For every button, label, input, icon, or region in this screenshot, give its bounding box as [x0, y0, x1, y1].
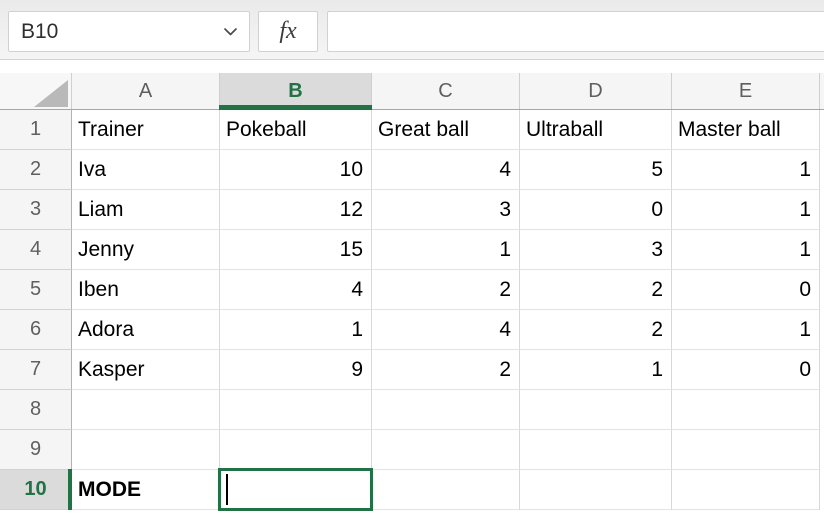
cell[interactable]: 3: [372, 190, 520, 230]
row-header-8[interactable]: 8: [0, 390, 72, 430]
cell[interactable]: 0: [520, 190, 672, 230]
row-header-10-label: 10: [24, 478, 47, 500]
cell[interactable]: Iben: [72, 270, 220, 310]
row-header-3[interactable]: 3: [0, 190, 72, 230]
text-caret: [226, 474, 228, 505]
cell[interactable]: 0: [672, 350, 820, 390]
cell[interactable]: 1: [520, 350, 672, 390]
cell[interactable]: 5: [520, 150, 672, 190]
row-header-9[interactable]: 9: [0, 430, 72, 470]
cell[interactable]: Iva: [72, 150, 220, 190]
cell[interactable]: Jenny: [72, 230, 220, 270]
cell[interactable]: [672, 430, 820, 470]
sheet-row-8: 8: [0, 390, 824, 430]
row-header-2[interactable]: 2: [0, 150, 72, 190]
cell[interactable]: 4: [220, 270, 372, 310]
cell[interactable]: 2: [372, 270, 520, 310]
column-header-e[interactable]: E: [672, 73, 820, 109]
cell[interactable]: [372, 390, 520, 430]
row-header-7[interactable]: 7: [0, 350, 72, 390]
cell[interactable]: Master ball: [672, 110, 820, 150]
cell[interactable]: Great ball: [372, 110, 520, 150]
cell[interactable]: [372, 430, 520, 470]
cell[interactable]: [520, 430, 672, 470]
cell[interactable]: 10: [220, 150, 372, 190]
sheet-row-9: 9: [0, 430, 824, 470]
sheet-row-1: 1 Trainer Pokeball Great ball Ultraball …: [0, 110, 824, 150]
name-box-value: B10: [21, 19, 59, 43]
select-all-button[interactable]: [0, 73, 72, 109]
toolbar-sheet-divider: [0, 60, 824, 73]
cell[interactable]: 2: [520, 270, 672, 310]
column-header-b[interactable]: B: [219, 73, 372, 110]
cell[interactable]: 2: [372, 350, 520, 390]
sheet-row-4: 4 Jenny 15 1 3 1: [0, 230, 824, 270]
cell[interactable]: Adora: [72, 310, 220, 350]
column-header-c[interactable]: C: [372, 73, 520, 109]
cell[interactable]: 1: [672, 230, 820, 270]
active-cell-b10[interactable]: [218, 468, 373, 511]
fx-icon: fx: [279, 18, 297, 44]
cell[interactable]: [220, 390, 372, 430]
cell[interactable]: 4: [372, 310, 520, 350]
sheet-row-3: 3 Liam 12 3 0 1: [0, 190, 824, 230]
cell[interactable]: [672, 390, 820, 430]
cell[interactable]: Kasper: [72, 350, 220, 390]
cell[interactable]: 0: [672, 270, 820, 310]
cell[interactable]: 3: [520, 230, 672, 270]
column-header-b-label: B: [288, 79, 303, 102]
cell[interactable]: 12: [220, 190, 372, 230]
column-header-row: A B C D E: [0, 73, 824, 110]
cell[interactable]: Pokeball: [220, 110, 372, 150]
cell[interactable]: 9: [220, 350, 372, 390]
sheet-row-2: 2 Iva 10 4 5 1: [0, 150, 824, 190]
sheet-row-7: 7 Kasper 9 2 1 0: [0, 350, 824, 390]
cell[interactable]: [72, 390, 220, 430]
insert-function-button[interactable]: fx: [258, 11, 318, 52]
cell[interactable]: [220, 430, 372, 470]
sheet-row-6: 6 Adora 1 4 2 1: [0, 310, 824, 350]
cell[interactable]: [672, 470, 820, 510]
row-header-5[interactable]: 5: [0, 270, 72, 310]
cell[interactable]: 4: [372, 150, 520, 190]
cell[interactable]: 1: [672, 190, 820, 230]
cell[interactable]: Trainer: [72, 110, 220, 150]
select-all-triangle-icon: [34, 80, 68, 107]
spreadsheet-grid: A B C D E 1 Trainer Pokeball Great ball …: [0, 73, 824, 511]
name-box[interactable]: B10: [8, 11, 250, 52]
selected-column-accent: [219, 105, 372, 110]
cell-mode-label[interactable]: MODE: [72, 470, 220, 510]
cell[interactable]: Ultraball: [520, 110, 672, 150]
column-header-a[interactable]: A: [72, 73, 220, 109]
cell[interactable]: [372, 470, 520, 510]
cell[interactable]: 1: [372, 230, 520, 270]
cell[interactable]: [520, 470, 672, 510]
selected-row-accent: [68, 469, 72, 510]
formula-bar-input[interactable]: [327, 11, 824, 52]
row-header-4[interactable]: 4: [0, 230, 72, 270]
cell[interactable]: 1: [672, 310, 820, 350]
row-header-1[interactable]: 1: [0, 110, 72, 150]
sheet-row-10: 10 MODE: [0, 468, 824, 511]
row-header-6[interactable]: 6: [0, 310, 72, 350]
cell[interactable]: [520, 390, 672, 430]
cell[interactable]: [72, 430, 220, 470]
selection-border: [218, 468, 373, 511]
cell[interactable]: 2: [520, 310, 672, 350]
row-header-10[interactable]: 10: [0, 469, 72, 510]
cell[interactable]: 15: [220, 230, 372, 270]
column-header-d[interactable]: D: [520, 73, 672, 109]
cell[interactable]: 1: [672, 150, 820, 190]
column-header-f-sliver: [820, 73, 824, 109]
cell[interactable]: Liam: [72, 190, 220, 230]
formula-toolbar: B10 fx: [0, 0, 824, 60]
chevron-down-icon[interactable]: [223, 27, 238, 37]
cell[interactable]: 1: [220, 310, 372, 350]
sheet-row-5: 5 Iben 4 2 2 0: [0, 270, 824, 310]
